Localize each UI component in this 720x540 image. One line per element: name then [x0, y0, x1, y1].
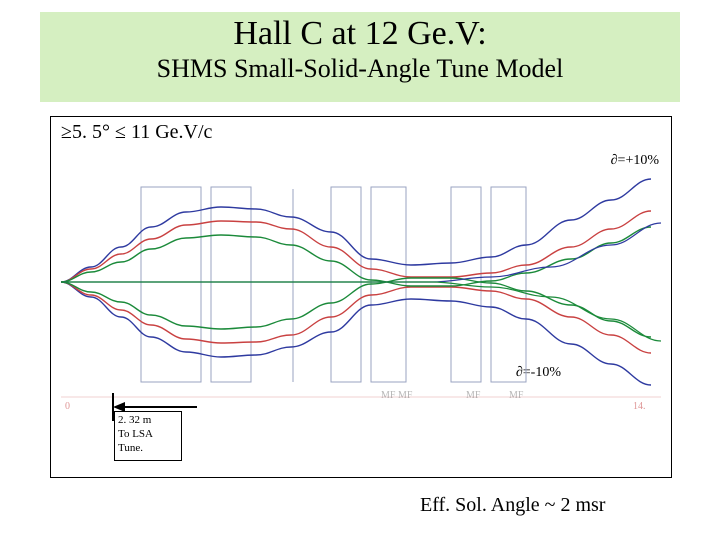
chart-frame: ≥5. 5° ≤ 11 Ge.V/c ∂=+10% ∂=-10% 014. MF… — [50, 116, 672, 478]
svg-text:MF: MF — [466, 390, 481, 401]
svg-text:14.: 14. — [633, 401, 646, 412]
svg-text:MF MF: MF MF — [381, 390, 413, 401]
svg-text:MF: MF — [509, 390, 524, 401]
page-title: Hall C at 12 Ge.V: — [40, 14, 680, 55]
page-subtitle: SHMS Small-Solid-Angle Tune Model — [40, 55, 680, 84]
eff-solid-angle-label: Eff. Sol. Angle ~ 2 msr — [420, 494, 605, 517]
arrow-annotation-box: 2. 32 m To LSA Tune. — [114, 411, 182, 461]
arrow-annotation-text: 2. 32 m To LSA Tune. — [118, 414, 153, 454]
header-box: Hall C at 12 Ge.V: SHMS Small-Solid-Angl… — [40, 12, 680, 102]
svg-text:0: 0 — [65, 401, 70, 412]
